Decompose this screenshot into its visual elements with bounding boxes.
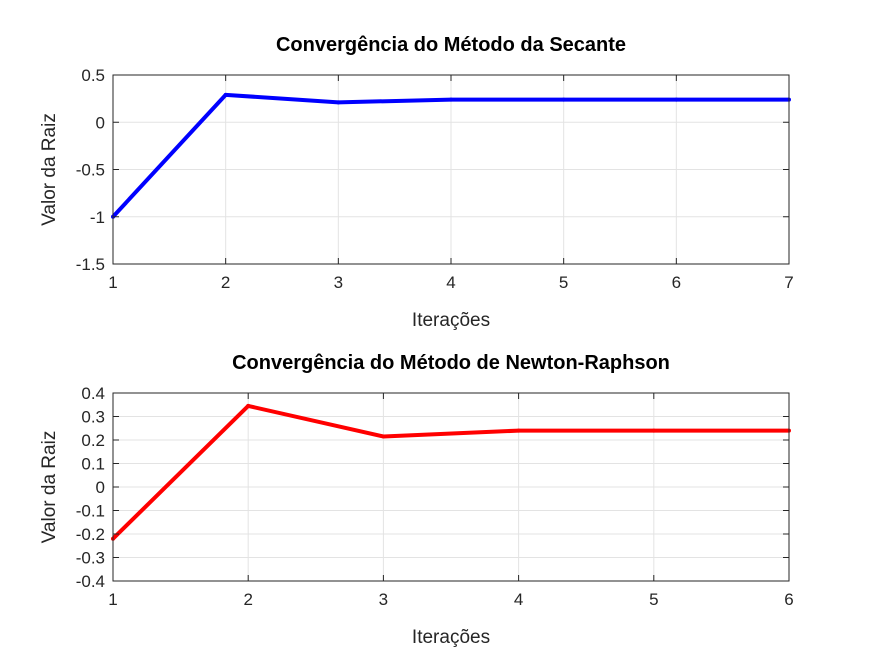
y-axis-label: Valor da Raiz [39, 431, 60, 544]
y-tick-label: -0.2 [76, 525, 105, 544]
y-tick-label: 0.1 [81, 455, 105, 474]
y-tick-label: 0.2 [81, 431, 105, 450]
data-point [651, 428, 656, 433]
y-tick-label: -0.4 [76, 572, 105, 591]
x-tick-label: 5 [559, 273, 568, 292]
x-tick-label: 4 [446, 273, 455, 292]
data-point [336, 100, 341, 105]
x-axis-label: Iterações [412, 627, 490, 648]
chart-title: Convergência do Método da Secante [276, 34, 626, 56]
x-tick-label: 6 [784, 590, 793, 609]
x-axis-label: Iterações [412, 310, 490, 331]
data-point [381, 434, 386, 439]
y-tick-label: -0.5 [76, 161, 105, 180]
x-tick-label: 3 [334, 273, 343, 292]
x-tick-label: 1 [108, 273, 117, 292]
y-tick-label: -0.3 [76, 549, 105, 568]
y-tick-label: -0.1 [76, 502, 105, 521]
y-tick-label: 0.5 [81, 66, 105, 85]
data-point [516, 428, 521, 433]
chart-title: Convergência do Método de Newton-Raphson [232, 352, 670, 374]
chart-1: 1 2 3 4 5 6 7 -1.5 -1 -0.5 0 0.5 Convergência do Mét… [39, 34, 794, 331]
data-point [561, 97, 566, 102]
y-tick-label: 0 [96, 478, 105, 497]
data-point [449, 97, 453, 102]
y-tick-label: -1.5 [76, 255, 105, 274]
data-point [223, 92, 228, 97]
x-tick-label: 3 [379, 590, 388, 609]
x-tick-label: 2 [243, 590, 252, 609]
x-tick-label: 1 [108, 590, 117, 609]
data-point [246, 403, 251, 408]
data-point [674, 97, 679, 102]
x-tick-label: 4 [514, 590, 523, 609]
y-tick-label: 0 [96, 113, 105, 132]
y-axis-label: Valor da Raiz [39, 113, 60, 226]
y-tick-label: 0.4 [81, 384, 105, 403]
y-tick-label: -1 [90, 208, 105, 227]
x-tick-label: 6 [672, 273, 681, 292]
x-tick-label: 2 [221, 273, 230, 292]
x-tick-label: 7 [784, 273, 793, 292]
y-tick-label: 0.3 [81, 408, 105, 427]
series-line [111, 403, 789, 541]
x-tick-label: 5 [649, 590, 658, 609]
chart-2: 1 2 3 4 5 6 -0.4 -0.3 -0.2 -0.1 0 0.1 0.2 0.3 0.4 Conve… [39, 352, 794, 648]
